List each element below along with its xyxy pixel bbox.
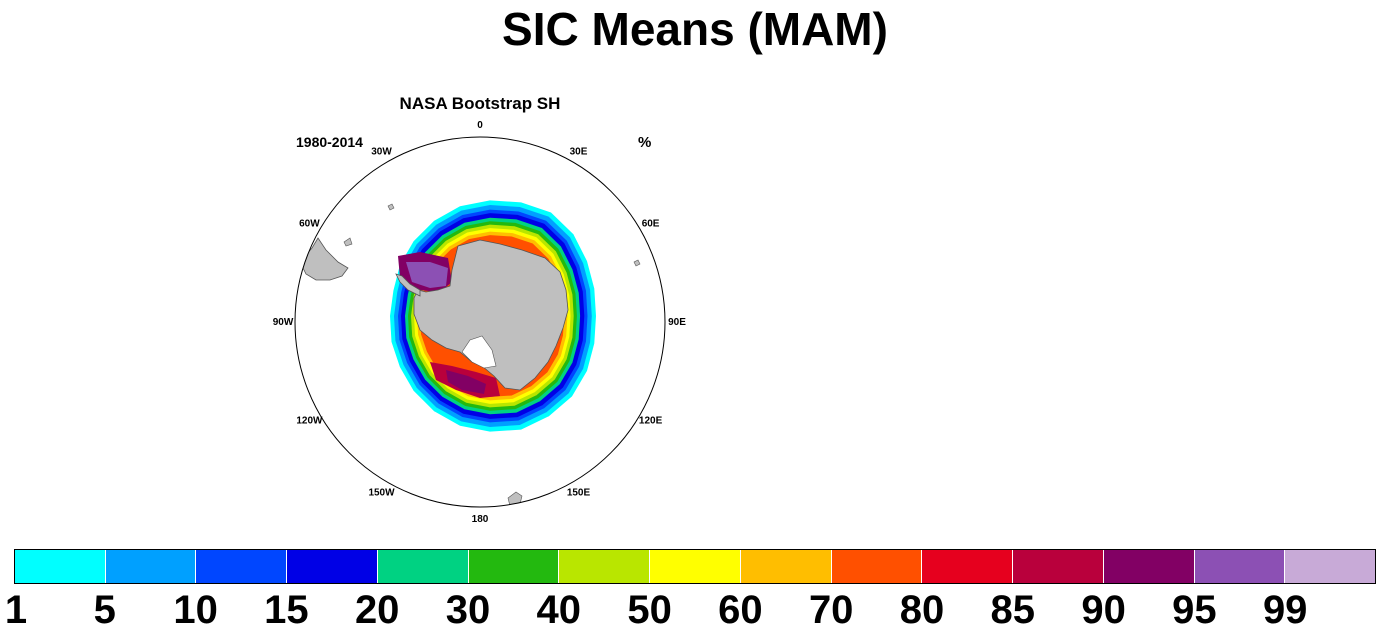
labelbar-labels: 1 5 10 15 20 30 40 50 60 70 80 85 90 95 99 (5, 587, 1376, 633)
labelbar-label: 20 (354, 588, 400, 632)
lon-label: 90W (273, 317, 294, 328)
labelbar-box (105, 550, 197, 583)
labelbar-box (1103, 550, 1195, 583)
ross-ice-shelf (461, 335, 497, 369)
labelbar-box (831, 550, 923, 583)
labelbar-label: 80 (899, 588, 945, 632)
lon-label: 60E (642, 219, 660, 230)
units-label: % (638, 134, 652, 151)
labelbar-label: 50 (627, 588, 672, 632)
lon-label: 150E (567, 488, 591, 499)
weddell-core (406, 262, 448, 288)
island-falklands (343, 237, 353, 247)
lon-label: 90E (668, 317, 686, 328)
labelbar-box (196, 550, 288, 583)
labelbar-box (1194, 550, 1286, 583)
labelbar-box (1013, 550, 1104, 583)
labelbar-label: 70 (808, 588, 854, 632)
labelbar-box (740, 550, 832, 583)
antarctica-landmass (413, 239, 569, 391)
labelbar-box (287, 550, 378, 583)
period-label: 1980-2014 (296, 134, 363, 150)
island-south-georgia (387, 203, 395, 211)
lon-label: 120E (639, 416, 663, 427)
labelbar-label: 90 (1081, 588, 1126, 632)
labelbar-label: 99 (1262, 588, 1308, 632)
antarctic-peninsula (395, 273, 421, 297)
labelbar-box (15, 550, 106, 583)
ross-core (446, 370, 486, 394)
labelbar-box (559, 550, 651, 583)
lon-label: 30E (570, 146, 588, 157)
island-kerguelen (633, 259, 641, 267)
lon-label: 60W (299, 219, 320, 230)
labelbar-box (377, 550, 469, 583)
lon-label: 30W (371, 146, 392, 157)
labelbar-box (1285, 550, 1376, 583)
lon-label: 0 (477, 120, 483, 131)
labelbar-label: 40 (536, 588, 582, 632)
labelbar-box (922, 550, 1014, 583)
longitude-labels: 0 30E 60E 90E 120E 150E 180 150W 120W 90W 60W 30W (273, 120, 687, 525)
labelbar-label: 95 (1172, 588, 1217, 632)
south-america-land (299, 237, 349, 281)
labelbar-label: 1 (4, 588, 28, 632)
map-subtitle: NASA Bootstrap SH (399, 94, 561, 113)
labelbar-label: 60 (718, 588, 763, 632)
labelbar-label: 10 (173, 588, 218, 632)
main-title: SIC Means (MAM) (502, 3, 888, 55)
map-perimeter (294, 136, 666, 508)
lon-label: 120W (296, 416, 323, 427)
lon-label: 180 (472, 514, 489, 525)
labelbar-box (650, 550, 741, 583)
labelbar-label: 30 (445, 588, 491, 632)
color-labelbar (14, 549, 1376, 584)
lon-label: 150W (368, 488, 395, 499)
labelbar-label: 85 (990, 588, 1036, 632)
labelbar-box (468, 550, 560, 583)
labelbar-label: 5 (93, 588, 116, 632)
labelbar-label: 15 (264, 588, 309, 632)
